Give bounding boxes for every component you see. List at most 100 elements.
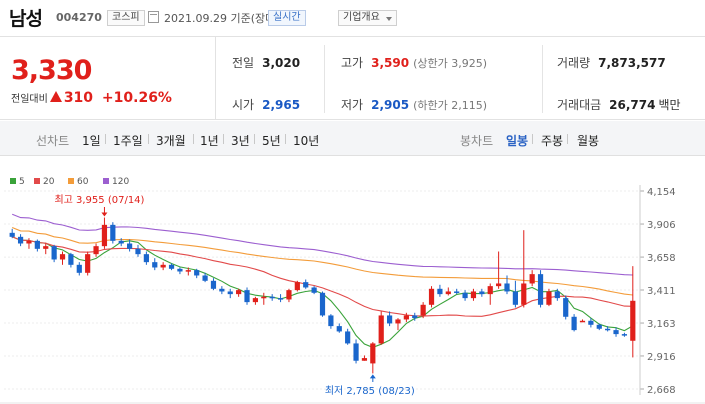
volume: 거래량 7,873,577 <box>557 56 666 70</box>
stock-name: 남성 <box>9 8 43 30</box>
candle-body <box>412 315 418 319</box>
candle-body <box>428 288 435 305</box>
quote-panel: 3,330 전일대비 310 +10.26% 전일 3,020 시가 2,965 고가… <box>0 36 705 120</box>
market-badge: 코스피 <box>107 10 145 26</box>
candle-body <box>210 280 217 289</box>
y-tick-label: 3,658 <box>647 253 676 264</box>
candle-body <box>269 296 275 299</box>
tab-1d[interactable]: 1일 <box>82 134 101 148</box>
candle-body <box>361 358 368 361</box>
ma-legend: 5 20 60 120 <box>10 177 129 187</box>
candle-body <box>378 315 384 344</box>
open-price: 시가 2,965 <box>232 98 301 112</box>
tab-3y[interactable]: 3년 <box>231 134 250 148</box>
tab-weekly[interactable]: 주봉 <box>541 134 564 148</box>
candle-body <box>605 328 611 331</box>
chart-grid <box>4 190 640 390</box>
low-arrow-head <box>369 374 376 379</box>
candle-body <box>160 264 166 268</box>
low-annotation: 최저 2,785 (08/23) <box>325 385 415 397</box>
candle-body <box>420 304 426 316</box>
candle-body <box>521 283 527 305</box>
candle-body <box>621 334 628 336</box>
y-axis: 4,154 3,906 3,658 3,411 3,163 2,916 2,668 <box>0 185 705 404</box>
y-tick-label: 3,411 <box>647 286 676 297</box>
candle-body <box>311 287 317 293</box>
candle-body <box>294 282 300 291</box>
current-price-box: 3,330 전일대비 310 +10.26% <box>0 37 216 120</box>
realtime-button[interactable]: 실시간 <box>268 10 306 26</box>
candle-body <box>85 254 91 273</box>
candle-body <box>252 298 259 303</box>
candle-body <box>537 274 544 305</box>
candle-body <box>118 240 124 244</box>
high-arrow-head <box>101 212 108 217</box>
candle-body <box>286 290 292 300</box>
candle-body <box>496 283 502 287</box>
candle-body <box>504 283 510 292</box>
candle-body <box>512 291 518 305</box>
candle-body <box>370 343 376 364</box>
legend-label-120: 120 <box>112 177 129 187</box>
tab-1y[interactable]: 1년 <box>200 134 219 148</box>
stock-header: 남성 004270 코스피 2021.09.29 기준(장마감) 실시간 기업개… <box>0 0 705 36</box>
candle-body <box>277 298 284 300</box>
high-price: 고가 3,590 (상한가 3,925) <box>341 56 487 70</box>
candle-body <box>345 331 351 344</box>
change-amount: 310 <box>63 90 94 106</box>
candle-body <box>101 224 108 247</box>
candle-body <box>487 286 493 295</box>
candle-body <box>143 254 149 263</box>
high-annotation: 최고 3,955 (07/14) <box>54 194 144 206</box>
legend-label-60: 60 <box>77 177 89 187</box>
candle-body <box>588 320 594 325</box>
candle-body <box>135 248 141 255</box>
candle-body <box>403 315 409 320</box>
candle-body <box>445 291 451 295</box>
tab-10y[interactable]: 10년 <box>293 134 320 148</box>
candle-body <box>127 243 133 249</box>
candle-body <box>93 246 99 255</box>
candle-body <box>59 254 66 260</box>
candle-body <box>177 268 183 272</box>
candle-body <box>244 290 250 303</box>
candle-body <box>479 291 485 295</box>
candle-body <box>34 240 40 249</box>
current-price: 3,330 <box>11 55 92 86</box>
candle-body <box>336 326 342 332</box>
candle-body <box>328 315 334 327</box>
tab-daily[interactable]: 일봉 <box>506 134 529 148</box>
daily-candle-chart: 5 20 60 120 4,154 3,906 3,658 3,411 3,163 2,916 2… <box>0 177 705 404</box>
candle-body <box>236 290 242 295</box>
y-tick-label: 2,916 <box>647 352 676 363</box>
candle-body <box>185 270 191 272</box>
candle-body <box>571 316 577 331</box>
candle-body <box>353 343 359 361</box>
candle-chart-label: 봉차트 <box>460 134 494 148</box>
legend-swatch-20 <box>34 178 40 184</box>
tab-1w[interactable]: 1주일 <box>113 134 143 148</box>
candle-body <box>630 300 636 341</box>
y-tick-label: 2,668 <box>647 385 676 396</box>
candle-body <box>529 274 535 284</box>
candle-body <box>554 291 560 299</box>
change-percent: +10.26% <box>101 90 172 106</box>
candle-body <box>319 292 326 316</box>
legend-label-5: 5 <box>19 177 25 187</box>
legend-swatch-120 <box>103 178 109 184</box>
tab-3m[interactable]: 3개월 <box>156 134 186 148</box>
up-triangle-icon <box>49 91 62 102</box>
legend-label-20: 20 <box>43 177 55 187</box>
candle-body <box>26 240 32 244</box>
quote-date: 2021.09.29 기준(장마감) <box>164 12 290 25</box>
tab-monthly[interactable]: 월봉 <box>577 134 600 148</box>
tab-5y[interactable]: 5년 <box>262 134 281 148</box>
candle-body <box>261 296 267 299</box>
candles <box>9 217 636 374</box>
candle-body <box>194 270 200 276</box>
candle-body <box>51 246 57 260</box>
candle-body <box>227 291 233 295</box>
company-info-dropdown[interactable]: 기업개요 <box>338 10 397 26</box>
price-change: 전일대비 310 +10.26% <box>11 90 172 106</box>
candle-body <box>563 298 569 317</box>
